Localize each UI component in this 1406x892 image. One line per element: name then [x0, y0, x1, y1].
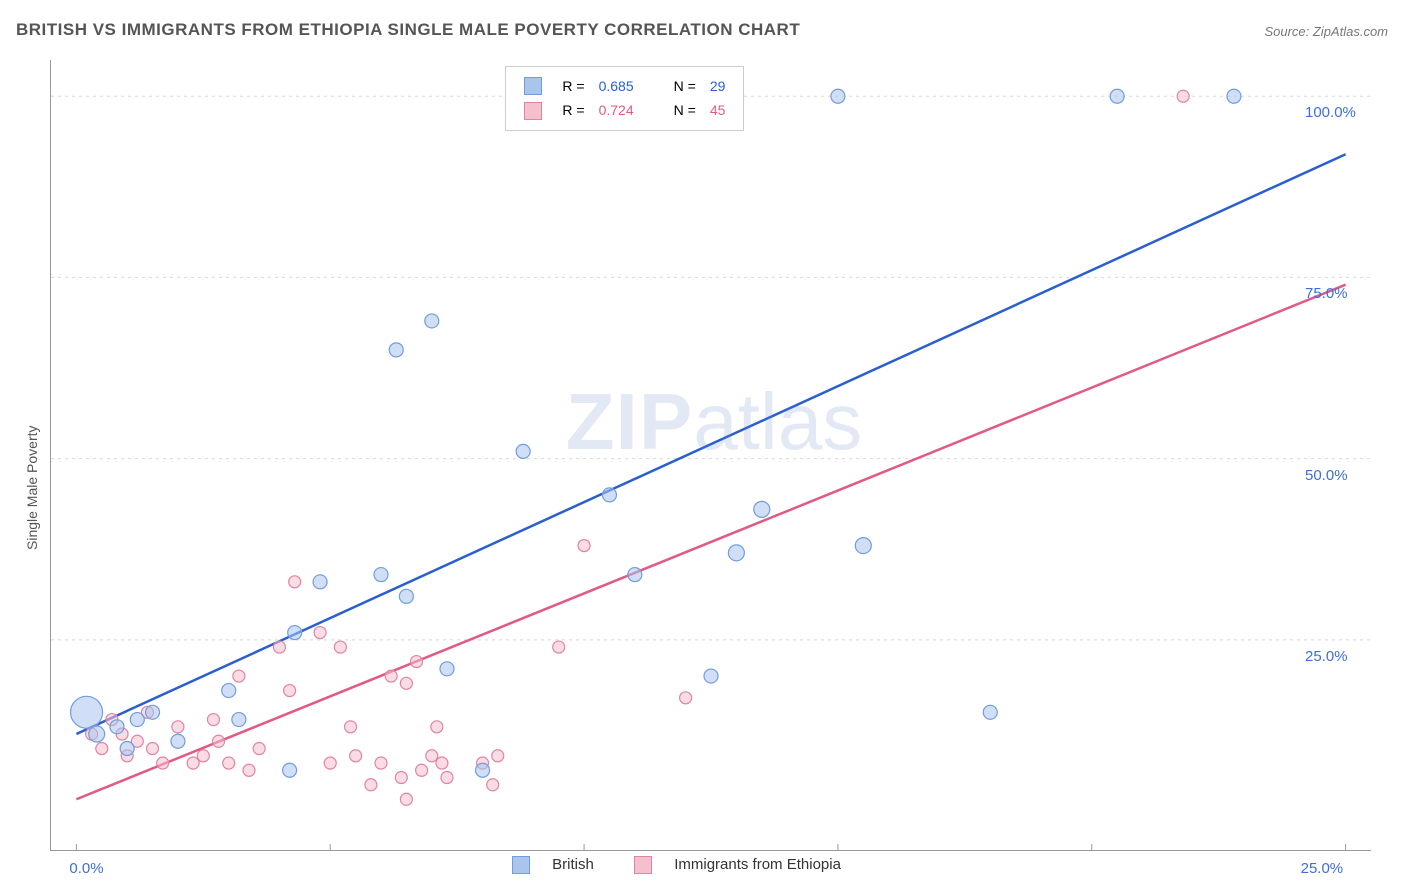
- source-label: Source: ZipAtlas.com: [1264, 24, 1388, 39]
- stats-row-a: R = 0.685 N = 29: [518, 75, 731, 97]
- stats-table: R = 0.685 N = 29 R = 0.724 N = 45: [516, 73, 733, 124]
- chart-title: BRITISH VS IMMIGRANTS FROM ETHIOPIA SING…: [16, 20, 800, 40]
- r-value-b: 0.724: [593, 99, 640, 121]
- r-value-a: 0.685: [593, 75, 640, 97]
- swatch-a-bottom: [512, 856, 530, 874]
- legend-item-b: Immigrants from Ethiopia: [634, 856, 859, 873]
- legend-item-a: British: [512, 856, 612, 873]
- scatter-svg: [51, 60, 1371, 850]
- swatch-cell-b: [518, 99, 554, 121]
- series-legend: British Immigrants from Ethiopia: [512, 856, 877, 874]
- y-tick-label: 50.0%: [1305, 467, 1348, 484]
- x-tick-label: 0.0%: [69, 860, 103, 877]
- swatch-b: [524, 102, 542, 120]
- n-label-a: N =: [668, 75, 702, 97]
- r-label-b: R =: [556, 99, 590, 121]
- swatch-a: [524, 77, 542, 95]
- legend-label-a: British: [552, 856, 594, 873]
- stats-legend: R = 0.685 N = 29 R = 0.724 N = 45: [505, 66, 744, 131]
- swatch-cell-a: [518, 75, 554, 97]
- y-axis-label: Single Male Poverty: [24, 425, 40, 550]
- plot-area: ZIPatlas: [50, 60, 1371, 851]
- swatch-b-bottom: [634, 856, 652, 874]
- r-label-a: R =: [556, 75, 590, 97]
- n-value-b: 45: [704, 99, 732, 121]
- x-tick-label: 25.0%: [1301, 860, 1344, 877]
- n-value-a: 29: [704, 75, 732, 97]
- n-label-b: N =: [668, 99, 702, 121]
- y-tick-label: 75.0%: [1305, 285, 1348, 302]
- y-tick-label: 100.0%: [1305, 104, 1356, 121]
- stats-row-b: R = 0.724 N = 45: [518, 99, 731, 121]
- legend-label-b: Immigrants from Ethiopia: [674, 856, 841, 873]
- y-tick-label: 25.0%: [1305, 648, 1348, 665]
